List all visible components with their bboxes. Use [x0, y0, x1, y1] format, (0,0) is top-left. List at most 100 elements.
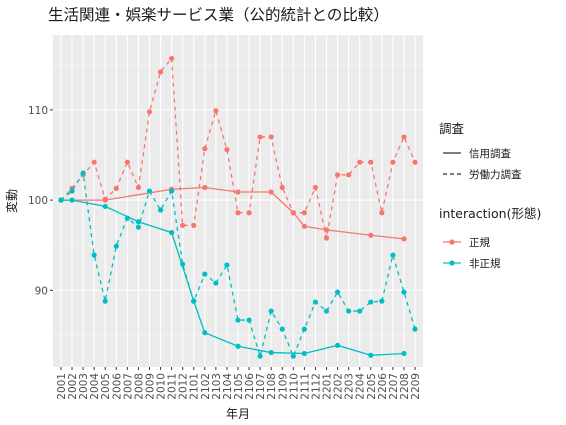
series-line — [60, 56, 416, 239]
data-point — [390, 159, 396, 165]
x-tick-label: 2011 — [167, 373, 179, 400]
legend-linetype-title: 調査 — [439, 121, 465, 136]
x-tick-label: 2002 — [67, 373, 79, 400]
data-point — [235, 317, 241, 323]
data-point — [169, 229, 175, 236]
data-point — [279, 184, 285, 191]
x-tick-label: 2102 — [200, 373, 212, 400]
x-tick-label: 2207 — [388, 373, 400, 400]
data-point — [102, 298, 108, 304]
x-tick-label: 2004 — [89, 373, 101, 400]
data-point — [401, 134, 407, 140]
data-point — [412, 326, 418, 332]
data-point — [257, 353, 263, 359]
data-point — [401, 350, 407, 357]
legend-label-linetype: 労働力調査 — [469, 168, 522, 181]
x-tick-label: 2010 — [156, 373, 168, 400]
x-tick-label: 2005 — [100, 373, 112, 400]
data-point — [202, 271, 208, 277]
data-point — [412, 159, 418, 165]
data-point — [169, 55, 175, 62]
data-point — [146, 109, 153, 115]
x-tick-label: 2006 — [111, 373, 123, 400]
data-point — [323, 235, 330, 241]
data-point — [157, 207, 164, 213]
data-point — [202, 330, 208, 336]
data-point — [357, 308, 363, 314]
x-tick-label: 2204 — [355, 373, 367, 400]
x-tick-label: 2201 — [322, 373, 334, 400]
data-point — [246, 317, 252, 323]
data-point — [202, 184, 208, 191]
x-axis: 2001 2002 2003 2004 2005 2006 2007 2008 2009 2010… — [56, 367, 422, 400]
x-tick-label: 2007 — [122, 373, 134, 400]
data-point — [346, 308, 352, 314]
legend-key-color-point — [449, 260, 455, 266]
chart-title: 生活関連・娯楽サービス業（公的統計との比較） — [48, 6, 389, 24]
x-tick-label: 2111 — [299, 373, 311, 400]
x-tick-label: 2109 — [277, 373, 289, 400]
data-point — [357, 159, 363, 165]
data-point — [368, 299, 374, 305]
data-point — [379, 298, 385, 304]
data-point — [202, 146, 208, 152]
y-tick-label: 110 — [28, 105, 48, 117]
x-tick-label: 2105 — [233, 373, 245, 400]
data-point — [301, 223, 307, 229]
y-axis: 90 100 110 — [28, 105, 53, 297]
data-point — [135, 224, 142, 230]
x-tick-label: 2103 — [211, 373, 223, 400]
legend-color-title: interaction(形態) — [439, 206, 541, 221]
legend-label-color: 正規 — [469, 237, 490, 249]
series-3 — [58, 197, 407, 358]
data-point — [390, 252, 396, 258]
data-point — [334, 342, 341, 348]
x-tick-label: 2206 — [377, 373, 389, 400]
data-point — [102, 197, 108, 203]
data-point — [124, 159, 130, 165]
data-point — [368, 159, 374, 165]
data-point — [368, 232, 374, 238]
data-point — [301, 210, 307, 216]
series-line — [60, 186, 405, 240]
data-point — [213, 108, 219, 114]
series-line — [60, 171, 416, 359]
x-tick-label: 2012 — [178, 373, 190, 400]
data-point — [279, 326, 285, 332]
data-point — [191, 222, 197, 228]
series-layer — [58, 55, 418, 359]
x-tick-label: 2202 — [333, 373, 345, 400]
data-point — [135, 184, 142, 191]
x-tick-label: 2008 — [133, 373, 145, 400]
x-tick-label: 2001 — [56, 373, 68, 400]
data-point — [401, 236, 407, 242]
data-point — [290, 353, 296, 359]
data-point — [312, 184, 319, 191]
x-tick-label: 2107 — [255, 373, 267, 400]
x-tick-label: 2003 — [78, 373, 90, 400]
data-point — [146, 188, 153, 194]
data-point — [157, 69, 164, 75]
data-point — [213, 280, 219, 286]
data-point — [257, 134, 263, 140]
data-point — [69, 197, 75, 203]
x-tick-label: 2104 — [222, 373, 234, 400]
data-point — [246, 210, 252, 216]
data-point — [346, 172, 352, 178]
data-point — [268, 134, 274, 140]
data-point — [290, 210, 296, 216]
data-point — [58, 197, 64, 203]
x-tick-label: 2110 — [288, 373, 300, 400]
legend-label-linetype: 信用調査 — [469, 147, 511, 160]
data-point — [91, 159, 97, 165]
data-point — [235, 210, 241, 216]
data-point — [169, 188, 175, 194]
data-point — [135, 219, 142, 225]
data-point — [113, 243, 119, 249]
x-tick-label: 2112 — [310, 373, 322, 400]
x-tick-label: 2209 — [410, 373, 422, 400]
data-point — [80, 170, 86, 176]
data-point — [224, 146, 230, 153]
